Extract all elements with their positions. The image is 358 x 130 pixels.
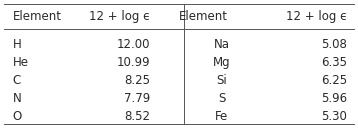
Text: 10.99: 10.99 [117, 56, 150, 69]
Text: 12 + log ϵ: 12 + log ϵ [286, 10, 347, 23]
Text: O: O [13, 110, 22, 124]
Text: 5.96: 5.96 [321, 92, 347, 105]
Text: Element: Element [13, 10, 62, 23]
Text: 8.52: 8.52 [124, 110, 150, 124]
Text: H: H [13, 38, 21, 51]
Text: Mg: Mg [213, 56, 231, 69]
Text: Element: Element [179, 10, 228, 23]
Text: He: He [13, 56, 29, 69]
Text: 12 + log ϵ: 12 + log ϵ [89, 10, 150, 23]
Text: S: S [218, 92, 226, 105]
Text: C: C [13, 74, 21, 87]
Text: 5.08: 5.08 [321, 38, 347, 51]
Text: 12.00: 12.00 [117, 38, 150, 51]
Text: N: N [13, 92, 21, 105]
Text: Si: Si [217, 74, 227, 87]
Text: Fe: Fe [215, 110, 229, 124]
Text: 5.30: 5.30 [321, 110, 347, 124]
Text: 7.79: 7.79 [124, 92, 150, 105]
Text: 8.25: 8.25 [124, 74, 150, 87]
Text: 6.25: 6.25 [321, 74, 347, 87]
Text: Na: Na [214, 38, 230, 51]
Text: 6.35: 6.35 [321, 56, 347, 69]
